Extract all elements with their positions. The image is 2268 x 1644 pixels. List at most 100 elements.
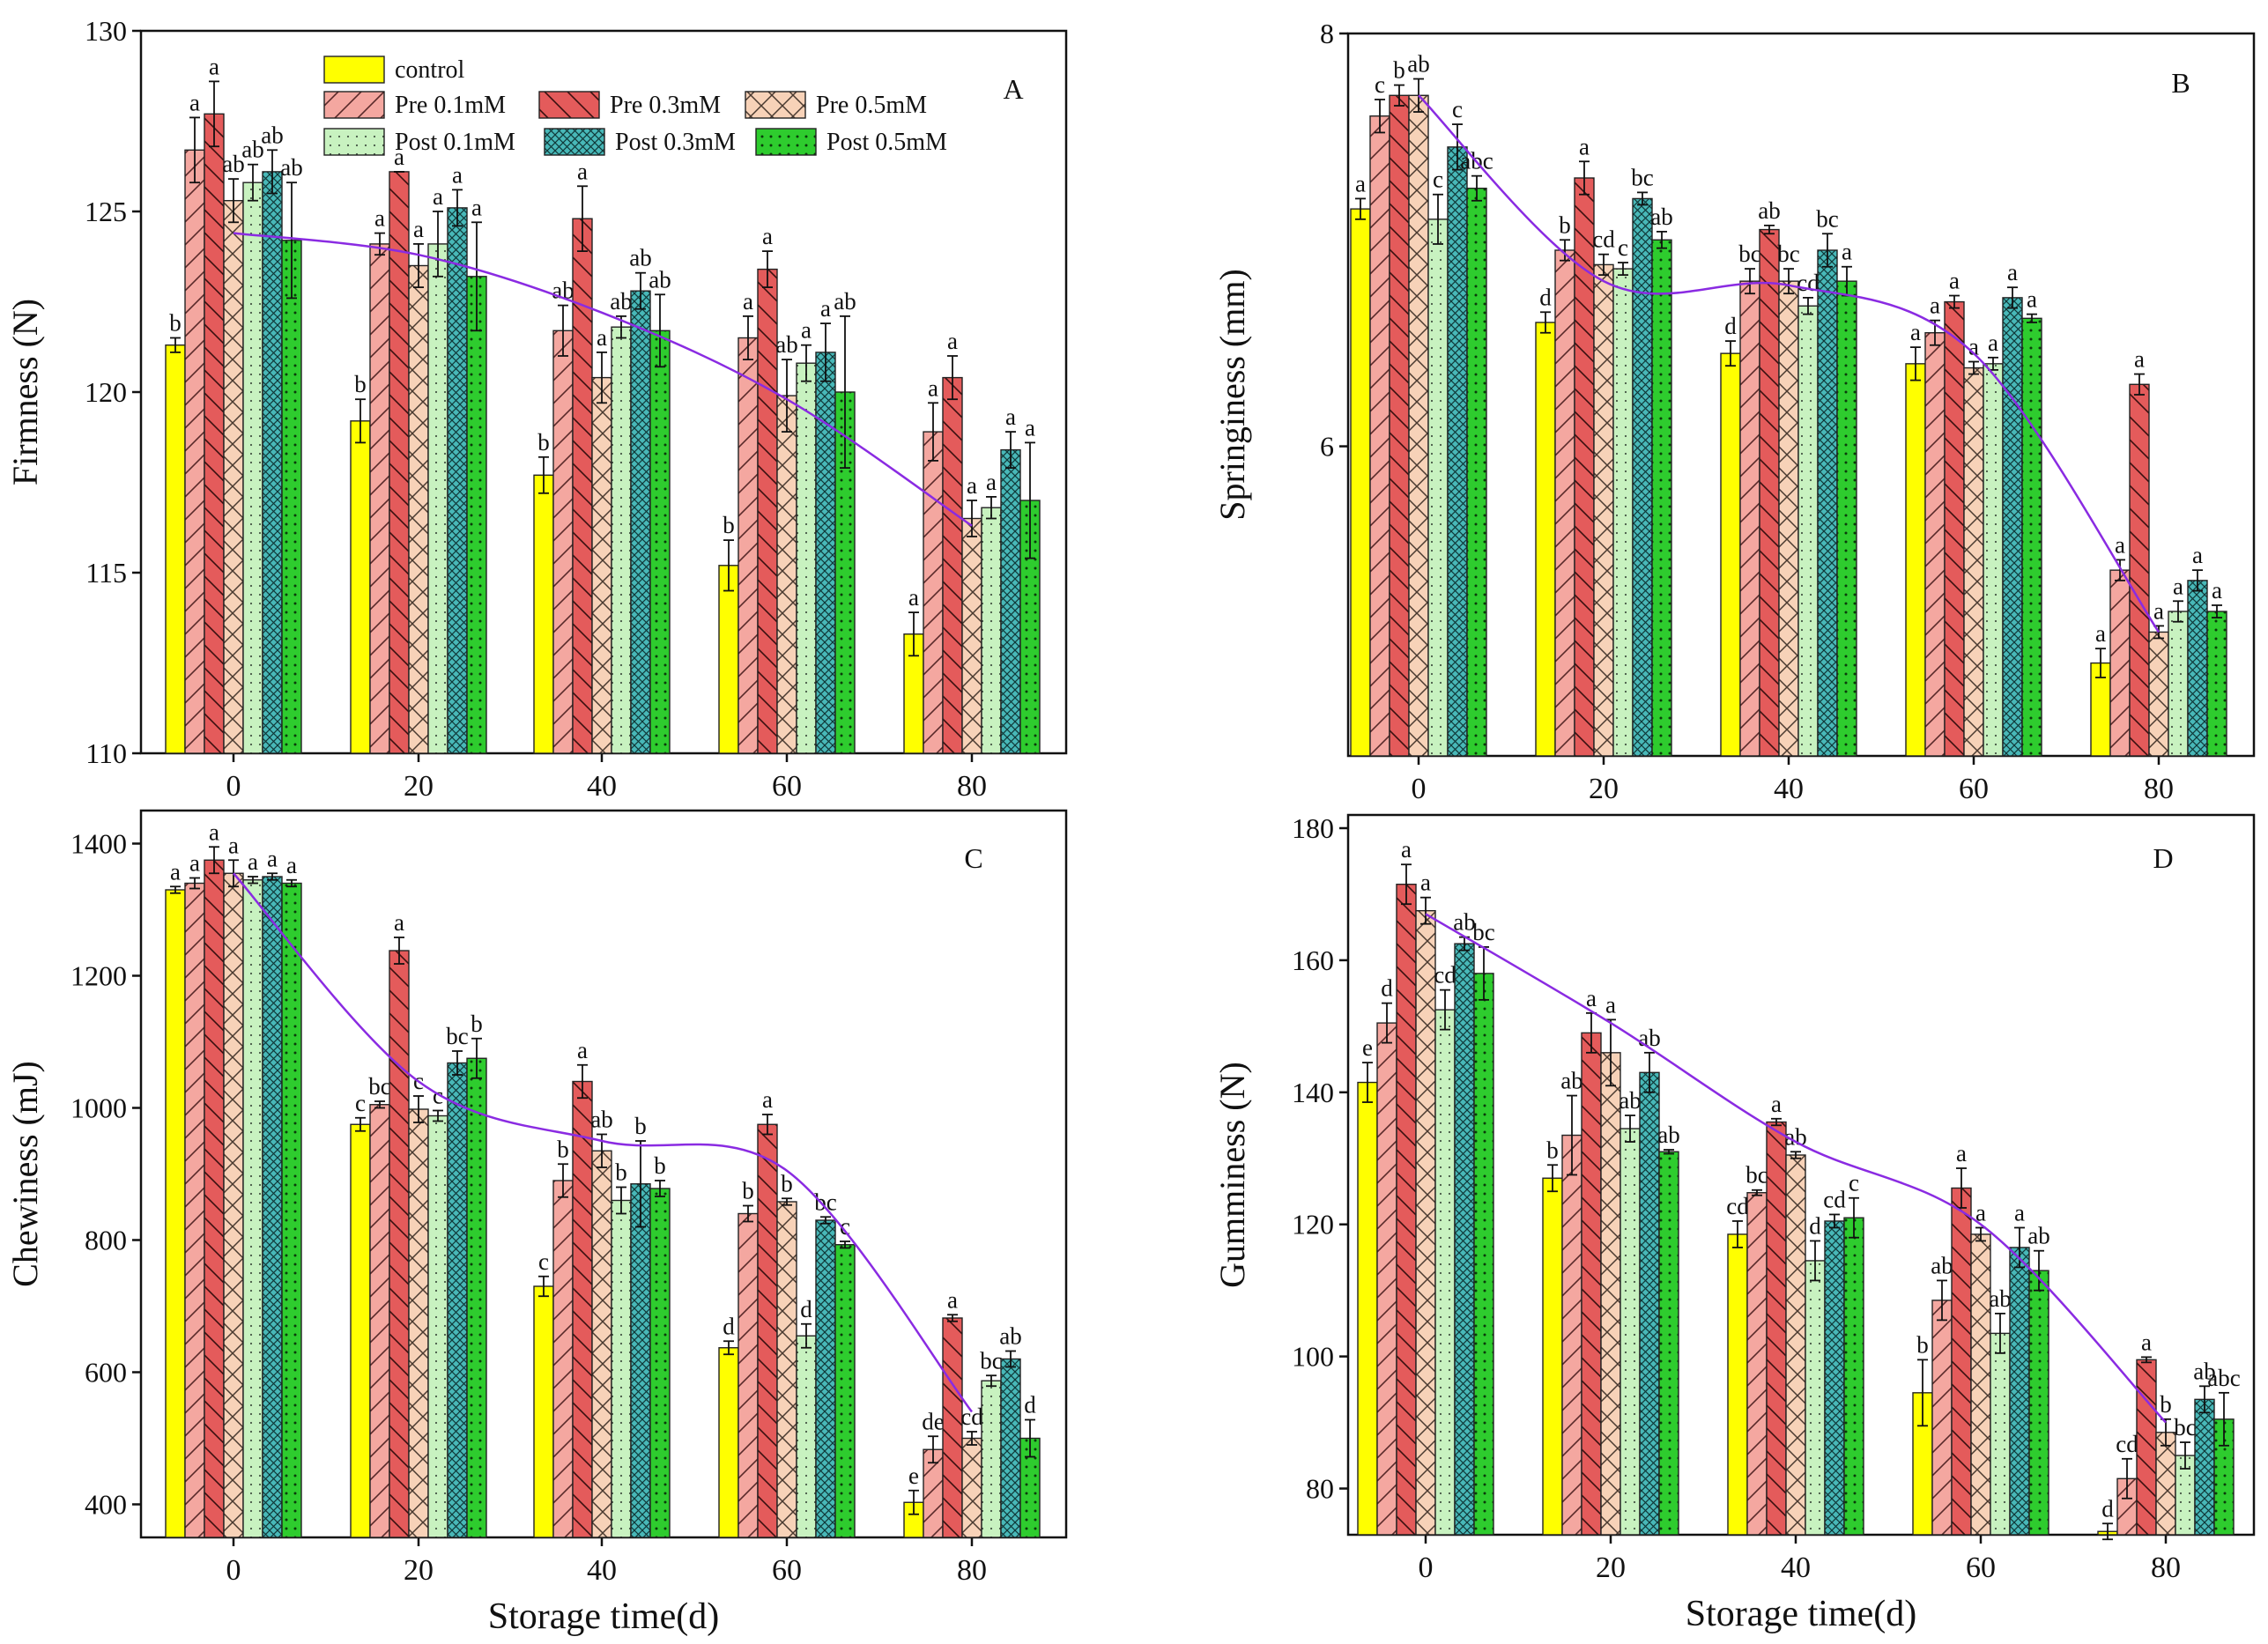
significance-label: b xyxy=(781,1170,793,1196)
bar-pre-0-3mm-20 xyxy=(389,171,410,754)
significance-label: a xyxy=(1910,319,1921,345)
significance-label: de xyxy=(922,1408,945,1434)
trend-line xyxy=(233,872,973,1413)
y-tick-label: 100 xyxy=(1292,1341,1334,1373)
y-tick-label: 600 xyxy=(85,1357,127,1389)
trend-line xyxy=(1418,94,2161,633)
y-tick-label: 110 xyxy=(85,737,127,769)
significance-label: d xyxy=(1809,1212,1821,1239)
significance-label: ab xyxy=(241,137,263,163)
legend-item: Pre 0.3mM xyxy=(538,91,721,119)
panel-letter: D xyxy=(2153,842,2173,874)
bar-pre-0-1mm-60 xyxy=(737,1212,759,1538)
bar-control-40 xyxy=(1727,1233,1748,1536)
legend-item: control xyxy=(323,56,465,84)
significance-label: bc xyxy=(814,1189,837,1215)
significance-label: a xyxy=(2192,542,2203,568)
panel-letter: A xyxy=(1003,73,1023,105)
bar-pre-0-1mm-40 xyxy=(552,1180,574,1538)
significance-label: c xyxy=(1375,71,1385,98)
y-tick-label: 125 xyxy=(85,196,127,227)
bar-post-0-3mm-0 xyxy=(1454,943,1475,1536)
significance-label: a xyxy=(762,223,773,249)
bar-post-0-3mm-60 xyxy=(815,1219,836,1538)
bar-pre-0-3mm-80 xyxy=(2136,1359,2157,1536)
y-tick-label: 180 xyxy=(1292,812,1334,844)
significance-label: a xyxy=(267,845,278,871)
y-tick-label: 120 xyxy=(1292,1209,1334,1240)
significance-label: cd xyxy=(960,1403,983,1430)
bar-post-0-3mm-20 xyxy=(1632,197,1653,757)
bar-pre-0-3mm-0 xyxy=(204,859,225,1538)
bar-post-0-1mm-0 xyxy=(1434,1009,1456,1536)
y-tick-label: 1000 xyxy=(70,1092,127,1124)
legend-swatch xyxy=(538,91,600,119)
significance-label: a xyxy=(801,317,812,344)
significance-label: c xyxy=(538,1248,549,1275)
significance-label: b xyxy=(471,1011,483,1037)
x-tick-label: 0 xyxy=(1419,1551,1434,1584)
significance-label: c xyxy=(433,1083,443,1109)
bar-post-0-1mm-60 xyxy=(1990,1332,2011,1536)
significance-label: ab xyxy=(552,278,574,304)
bar-post-0-1mm-40 xyxy=(1805,1260,1826,1536)
bar-pre-0-3mm-80 xyxy=(942,376,963,754)
significance-label: a xyxy=(1988,330,1998,356)
significance-label: e xyxy=(1362,1034,1373,1061)
bar-post-0-1mm-60 xyxy=(796,362,817,754)
significance-label: b xyxy=(615,1159,627,1186)
significance-label: a xyxy=(2153,597,2164,624)
significance-label: a xyxy=(374,205,385,232)
bar-pre-0-5mm-40 xyxy=(591,376,612,754)
significance-label: ab xyxy=(834,288,856,315)
significance-label: a xyxy=(928,374,938,401)
bar-post-0-3mm-20 xyxy=(1639,1071,1660,1536)
significance-label: a xyxy=(2141,1329,2152,1355)
significance-label: a xyxy=(597,324,607,351)
significance-label: a xyxy=(209,818,219,845)
significance-label: ab xyxy=(629,245,651,271)
y-tick-label: 1200 xyxy=(70,960,127,992)
significance-label: a xyxy=(1842,239,1852,265)
bar-post-0-5mm-0 xyxy=(281,240,302,754)
bar-pre-0-5mm-60 xyxy=(1970,1233,1991,1536)
significance-label: ab xyxy=(999,1323,1021,1350)
significance-label: a xyxy=(2014,1199,2025,1226)
significance-label: a xyxy=(577,1037,588,1063)
significance-label: bc xyxy=(1777,241,1800,267)
legend-item: Pre 0.1mM xyxy=(323,91,506,119)
significance-label: b xyxy=(1916,1331,1929,1358)
legend-swatch xyxy=(323,128,385,156)
x-tick-label: 40 xyxy=(587,1554,617,1587)
significance-label: a xyxy=(1579,133,1590,159)
bar-pre-0-5mm-60 xyxy=(776,395,797,754)
significance-label: a xyxy=(908,584,919,611)
bar-post-0-1mm-80 xyxy=(981,507,1002,754)
x-axis-label: Storage time(d) xyxy=(488,1596,719,1637)
bar-post-0-5mm-40 xyxy=(1843,1217,1864,1536)
significance-label: a xyxy=(189,850,200,877)
x-tick-label: 0 xyxy=(1412,773,1427,805)
legend-item: Pre 0.5mM xyxy=(745,91,927,119)
bar-pre-0-5mm-60 xyxy=(1963,367,1984,757)
bar-pre-0-1mm-40 xyxy=(1746,1192,1768,1536)
significance-label: d xyxy=(1024,1392,1036,1418)
bar-pre-0-1mm-80 xyxy=(923,431,944,754)
significance-label: b xyxy=(1559,211,1571,238)
x-tick-label: 60 xyxy=(772,1554,802,1587)
bar-pre-0-3mm-20 xyxy=(389,950,410,1538)
significance-label: a xyxy=(2115,531,2125,558)
significance-label: a xyxy=(2095,620,2106,647)
significance-label: bc xyxy=(368,1073,391,1100)
significance-label: b xyxy=(634,1113,647,1139)
bar-post-0-1mm-40 xyxy=(611,326,632,754)
y-tick-label: 140 xyxy=(1292,1077,1334,1108)
bar-post-0-3mm-0 xyxy=(262,171,283,754)
x-tick-label: 80 xyxy=(957,1554,987,1587)
bar-post-0-1mm-60 xyxy=(1983,363,2004,757)
significance-label: b xyxy=(557,1136,569,1162)
legend-swatch xyxy=(323,56,385,84)
significance-label: ab xyxy=(590,1107,612,1133)
significance-label: a xyxy=(2007,259,2018,285)
significance-label: ab xyxy=(1989,1285,2011,1312)
